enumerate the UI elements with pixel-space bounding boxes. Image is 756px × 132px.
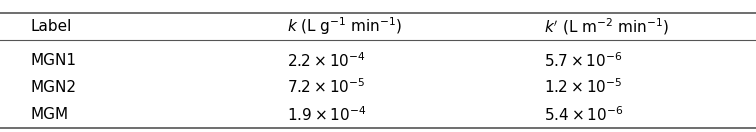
Text: MGN1: MGN1 xyxy=(30,53,76,68)
Text: $1.9 \times 10^{-4}$: $1.9 \times 10^{-4}$ xyxy=(287,105,367,124)
Text: MGM: MGM xyxy=(30,107,68,122)
Text: $5.4 \times 10^{-6}$: $5.4 \times 10^{-6}$ xyxy=(544,105,624,124)
Text: $7.2 \times 10^{-5}$: $7.2 \times 10^{-5}$ xyxy=(287,78,366,96)
Text: $1.2 \times 10^{-5}$: $1.2 \times 10^{-5}$ xyxy=(544,78,623,96)
Text: $5.7 \times 10^{-6}$: $5.7 \times 10^{-6}$ xyxy=(544,51,623,70)
Text: MGN2: MGN2 xyxy=(30,80,76,95)
Text: $k'$ (L m$^{-2}$ min$^{-1}$): $k'$ (L m$^{-2}$ min$^{-1}$) xyxy=(544,16,670,37)
Text: $k$ (L g$^{-1}$ min$^{-1}$): $k$ (L g$^{-1}$ min$^{-1}$) xyxy=(287,16,403,37)
Text: $2.2 \times 10^{-4}$: $2.2 \times 10^{-4}$ xyxy=(287,51,366,70)
Text: Label: Label xyxy=(30,19,72,34)
